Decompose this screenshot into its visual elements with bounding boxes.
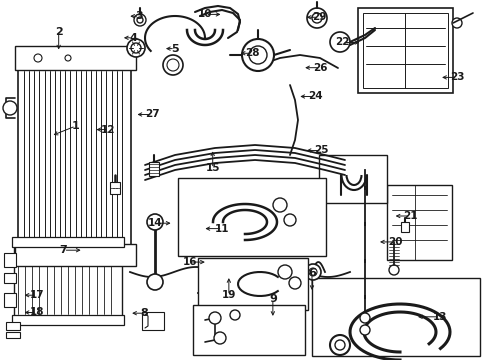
Bar xyxy=(15,244,136,266)
Text: 1: 1 xyxy=(72,121,80,131)
Circle shape xyxy=(242,39,273,71)
Circle shape xyxy=(127,39,145,57)
Text: 14: 14 xyxy=(148,218,163,228)
Bar xyxy=(12,315,124,325)
Text: 18: 18 xyxy=(29,307,44,318)
Bar xyxy=(14,245,122,317)
Circle shape xyxy=(147,274,163,290)
Text: 21: 21 xyxy=(403,211,417,221)
Text: 12: 12 xyxy=(101,125,116,135)
Circle shape xyxy=(329,335,349,355)
Bar xyxy=(6,332,20,338)
Circle shape xyxy=(134,14,146,26)
Circle shape xyxy=(359,325,369,335)
Text: 11: 11 xyxy=(215,224,229,234)
Text: 22: 22 xyxy=(334,37,349,48)
Circle shape xyxy=(208,312,221,324)
Bar xyxy=(4,293,16,307)
Bar xyxy=(6,322,20,330)
Circle shape xyxy=(34,54,42,62)
Circle shape xyxy=(3,101,17,115)
Text: 9: 9 xyxy=(268,294,276,304)
Circle shape xyxy=(308,268,316,276)
Text: 5: 5 xyxy=(171,44,179,54)
Text: 15: 15 xyxy=(205,163,220,174)
Bar xyxy=(193,305,305,355)
Circle shape xyxy=(278,265,291,279)
Text: 19: 19 xyxy=(221,290,236,300)
Text: 28: 28 xyxy=(245,48,260,58)
Circle shape xyxy=(306,8,326,28)
Circle shape xyxy=(137,17,142,23)
Text: 27: 27 xyxy=(145,109,160,120)
Circle shape xyxy=(305,264,320,280)
Text: 8: 8 xyxy=(140,308,148,318)
Bar xyxy=(311,278,479,356)
Bar xyxy=(198,258,307,310)
Bar xyxy=(400,222,408,232)
Bar xyxy=(362,13,447,88)
Bar xyxy=(18,68,131,246)
Circle shape xyxy=(229,310,240,320)
Circle shape xyxy=(272,198,286,212)
Bar xyxy=(15,46,136,70)
Text: 25: 25 xyxy=(314,145,328,156)
Bar xyxy=(357,8,452,93)
Circle shape xyxy=(288,277,301,289)
Bar xyxy=(4,273,16,283)
Circle shape xyxy=(248,46,266,64)
Circle shape xyxy=(284,214,295,226)
Circle shape xyxy=(311,13,321,23)
Circle shape xyxy=(214,332,225,344)
Circle shape xyxy=(147,214,163,230)
Bar xyxy=(110,182,120,194)
Text: 2: 2 xyxy=(55,27,62,37)
Text: 23: 23 xyxy=(449,72,464,82)
Circle shape xyxy=(334,340,345,350)
Text: 3: 3 xyxy=(135,11,143,21)
Text: 16: 16 xyxy=(182,257,197,267)
Text: 6: 6 xyxy=(307,268,315,278)
Text: 7: 7 xyxy=(60,245,67,255)
Text: 26: 26 xyxy=(312,63,327,73)
Text: 4: 4 xyxy=(129,33,137,43)
Circle shape xyxy=(163,55,183,75)
Circle shape xyxy=(329,32,349,52)
Text: 24: 24 xyxy=(307,91,322,102)
Text: 10: 10 xyxy=(198,9,212,19)
Text: 20: 20 xyxy=(387,237,402,247)
Text: 13: 13 xyxy=(432,312,447,322)
Bar xyxy=(142,312,163,330)
Circle shape xyxy=(167,59,179,71)
Text: 17: 17 xyxy=(29,290,44,300)
Circle shape xyxy=(451,18,461,28)
Circle shape xyxy=(131,43,141,53)
Bar xyxy=(178,178,325,256)
Bar xyxy=(12,237,124,247)
Bar xyxy=(318,155,386,203)
Bar xyxy=(149,162,159,176)
Text: 29: 29 xyxy=(311,12,325,22)
Circle shape xyxy=(388,265,398,275)
Bar xyxy=(386,185,451,260)
Circle shape xyxy=(359,313,369,323)
Bar xyxy=(4,253,16,267)
Circle shape xyxy=(65,55,71,61)
